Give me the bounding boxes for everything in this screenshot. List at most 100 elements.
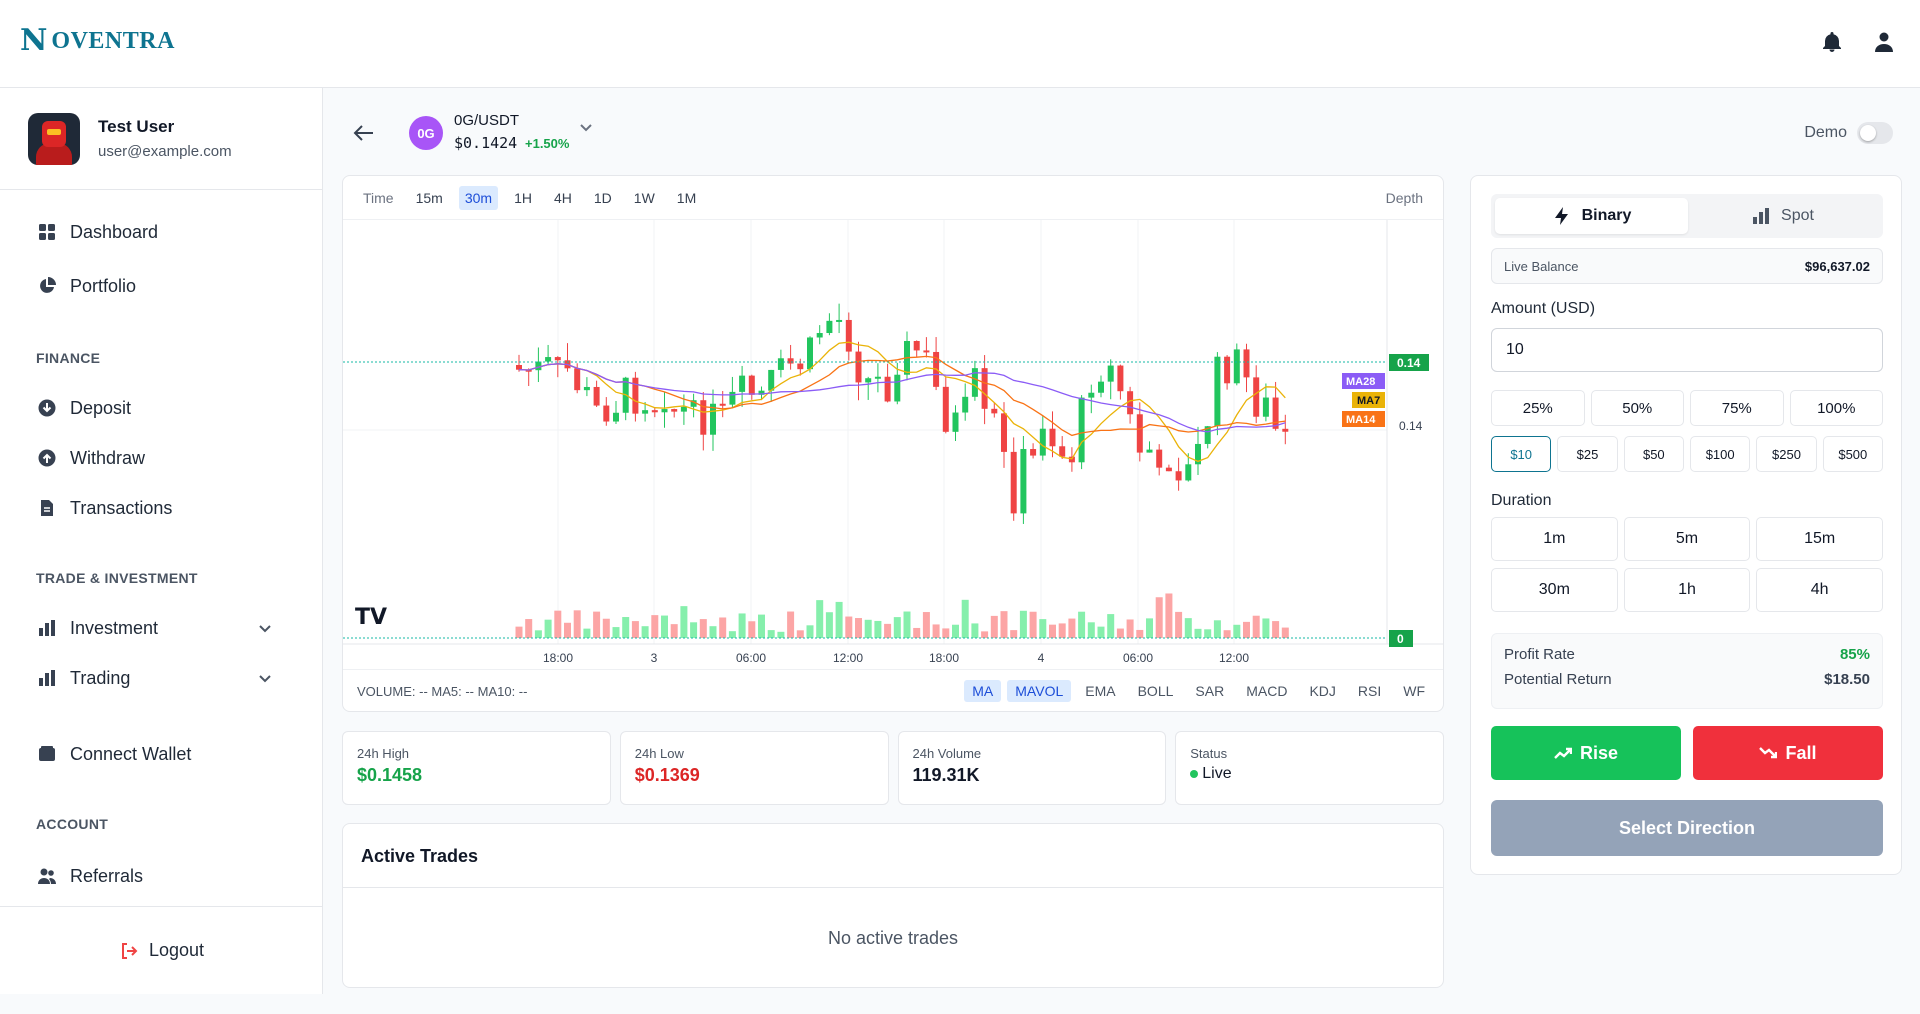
volume-bar [1252, 615, 1260, 638]
candle [845, 319, 852, 352]
stats-row: 24h High $0.1458 24h Low $0.1369 24h Vol… [342, 731, 1444, 805]
volume-bar [534, 630, 542, 638]
volume-bar [1262, 618, 1270, 638]
stat-value: 119.31K [912, 765, 980, 785]
indicator-ema[interactable]: EMA [1085, 683, 1116, 699]
percent-50-button[interactable]: 50% [1590, 390, 1684, 426]
indicator-sar[interactable]: SAR [1195, 683, 1225, 699]
profit-rate-value: 85% [1839, 646, 1870, 663]
volume-bar [981, 631, 989, 638]
candle [690, 400, 697, 407]
logo[interactable]: N OVENTRA [20, 26, 175, 56]
nav-portfolio-label: Portfolio [70, 275, 137, 296]
nav-connect-wallet[interactable]: Connect Wallet [0, 734, 323, 774]
volume-bar [651, 615, 659, 638]
candle [1282, 428, 1289, 432]
nav-dashboard[interactable]: Dashboard [0, 212, 323, 252]
trend-down-icon [1759, 747, 1778, 759]
preset-250-button[interactable]: $250 [1756, 436, 1817, 472]
tradingview-logo[interactable]: TV [355, 605, 387, 630]
nav-deposit[interactable]: Deposit [0, 388, 323, 428]
indicator-macd[interactable]: MACD [1246, 683, 1288, 699]
demo-toggle[interactable] [1857, 122, 1893, 144]
duration-30m-button[interactable]: 30m [1491, 568, 1618, 612]
indicator-ma[interactable]: MA [964, 680, 1002, 702]
tf-1h[interactable]: 1H [514, 189, 532, 206]
preset-10-button[interactable]: $10 [1491, 436, 1552, 472]
percent-100-button[interactable]: 100% [1789, 390, 1883, 426]
user-icon[interactable] [1872, 30, 1896, 54]
volume-bar [835, 601, 843, 638]
chevron-down-icon[interactable] [579, 120, 593, 134]
indicator-wf[interactable]: WF [1403, 683, 1425, 699]
duration-15m-button[interactable]: 15m [1756, 517, 1884, 561]
active-trades-title: Active Trades [343, 824, 1443, 888]
candle [574, 368, 581, 391]
tf-1w[interactable]: 1W [633, 189, 655, 206]
candle [1156, 449, 1163, 468]
candle [545, 357, 552, 362]
indicator-rsi[interactable]: RSI [1357, 683, 1382, 699]
indicator-kdj[interactable]: KDJ [1309, 683, 1336, 699]
volume-bar [758, 614, 765, 638]
amount-input[interactable] [1491, 328, 1883, 372]
indicator-boll[interactable]: BOLL [1137, 683, 1174, 699]
candle [855, 351, 862, 383]
volume-bar [787, 611, 795, 638]
tab-binary[interactable]: Binary [1495, 198, 1688, 234]
duration-4h-button[interactable]: 4h [1756, 568, 1884, 612]
rise-label: Rise [1579, 742, 1619, 763]
percent-75-button[interactable]: 75% [1690, 390, 1784, 426]
avatar [28, 112, 80, 165]
nav-investment[interactable]: Investment [0, 608, 323, 648]
volume-bar [680, 606, 688, 638]
nav-referrals[interactable]: Referrals [0, 856, 323, 896]
nav-trading[interactable]: Trading [0, 658, 323, 698]
percent-25-button[interactable]: 25% [1491, 390, 1585, 426]
duration-1m-button[interactable]: 1m [1491, 517, 1618, 561]
tf-1m[interactable]: 1M [676, 189, 697, 206]
volume-bar [583, 628, 591, 638]
volume-bar [515, 626, 523, 638]
duration-1h-button[interactable]: 1h [1623, 568, 1751, 612]
tab-spot[interactable]: Spot [1686, 198, 1879, 234]
chevron-down-icon[interactable] [257, 670, 273, 686]
x-tick-label: 18:00 [929, 651, 959, 665]
duration-5m-button[interactable]: 5m [1623, 517, 1751, 561]
preset-25-button[interactable]: $25 [1557, 436, 1618, 472]
select-direction-button[interactable]: Select Direction [1491, 800, 1883, 856]
preset-50-button[interactable]: $50 [1623, 436, 1684, 472]
timeframe-bar: Time 15m 30m 1H 4H 1D 1W 1M Depth [343, 176, 1443, 220]
candle [1136, 414, 1143, 453]
tf-30m[interactable]: 30m [458, 185, 499, 210]
chevron-down-icon[interactable] [257, 620, 273, 636]
nav-portfolio[interactable]: Portfolio [0, 266, 323, 306]
depth-button[interactable]: Depth [1385, 189, 1423, 206]
volume-bar [728, 631, 736, 638]
logout-button[interactable]: Logout [0, 906, 323, 994]
tf-15m[interactable]: 15m [415, 189, 443, 206]
preset-100-button[interactable]: $100 [1689, 436, 1751, 472]
balance-label: Live Balance [1504, 258, 1579, 274]
candle [1117, 365, 1124, 392]
profit-rate-label: Profit Rate [1504, 646, 1575, 663]
rise-button[interactable]: Rise [1491, 726, 1681, 780]
stat-status: Status Live [1175, 731, 1444, 805]
nav-withdraw-label: Withdraw [70, 447, 146, 468]
candle [525, 369, 532, 372]
volume-bar [661, 615, 668, 638]
candle [807, 337, 813, 370]
tf-1d[interactable]: 1D [593, 189, 612, 206]
tf-4h[interactable]: 4H [553, 189, 572, 206]
percent-buttons: 25% 50% 75% 100% [1491, 390, 1883, 426]
nav-withdraw[interactable]: Withdraw [0, 438, 323, 478]
pair-name[interactable]: 0G/USDT [454, 112, 520, 129]
nav-transactions[interactable]: Transactions [0, 488, 323, 528]
fall-button[interactable]: Fall [1693, 726, 1883, 780]
preset-500-button[interactable]: $500 [1822, 436, 1883, 472]
indicator-mavol[interactable]: MAVOL [1007, 680, 1072, 702]
bell-icon[interactable] [1820, 30, 1844, 54]
candle [1262, 397, 1269, 417]
candlestick-chart[interactable]: 0.14 0.14 0 MA28 MA7 MA14 TV 18:00 3 06:00… [343, 220, 1443, 670]
back-arrow-icon[interactable] [351, 120, 377, 146]
